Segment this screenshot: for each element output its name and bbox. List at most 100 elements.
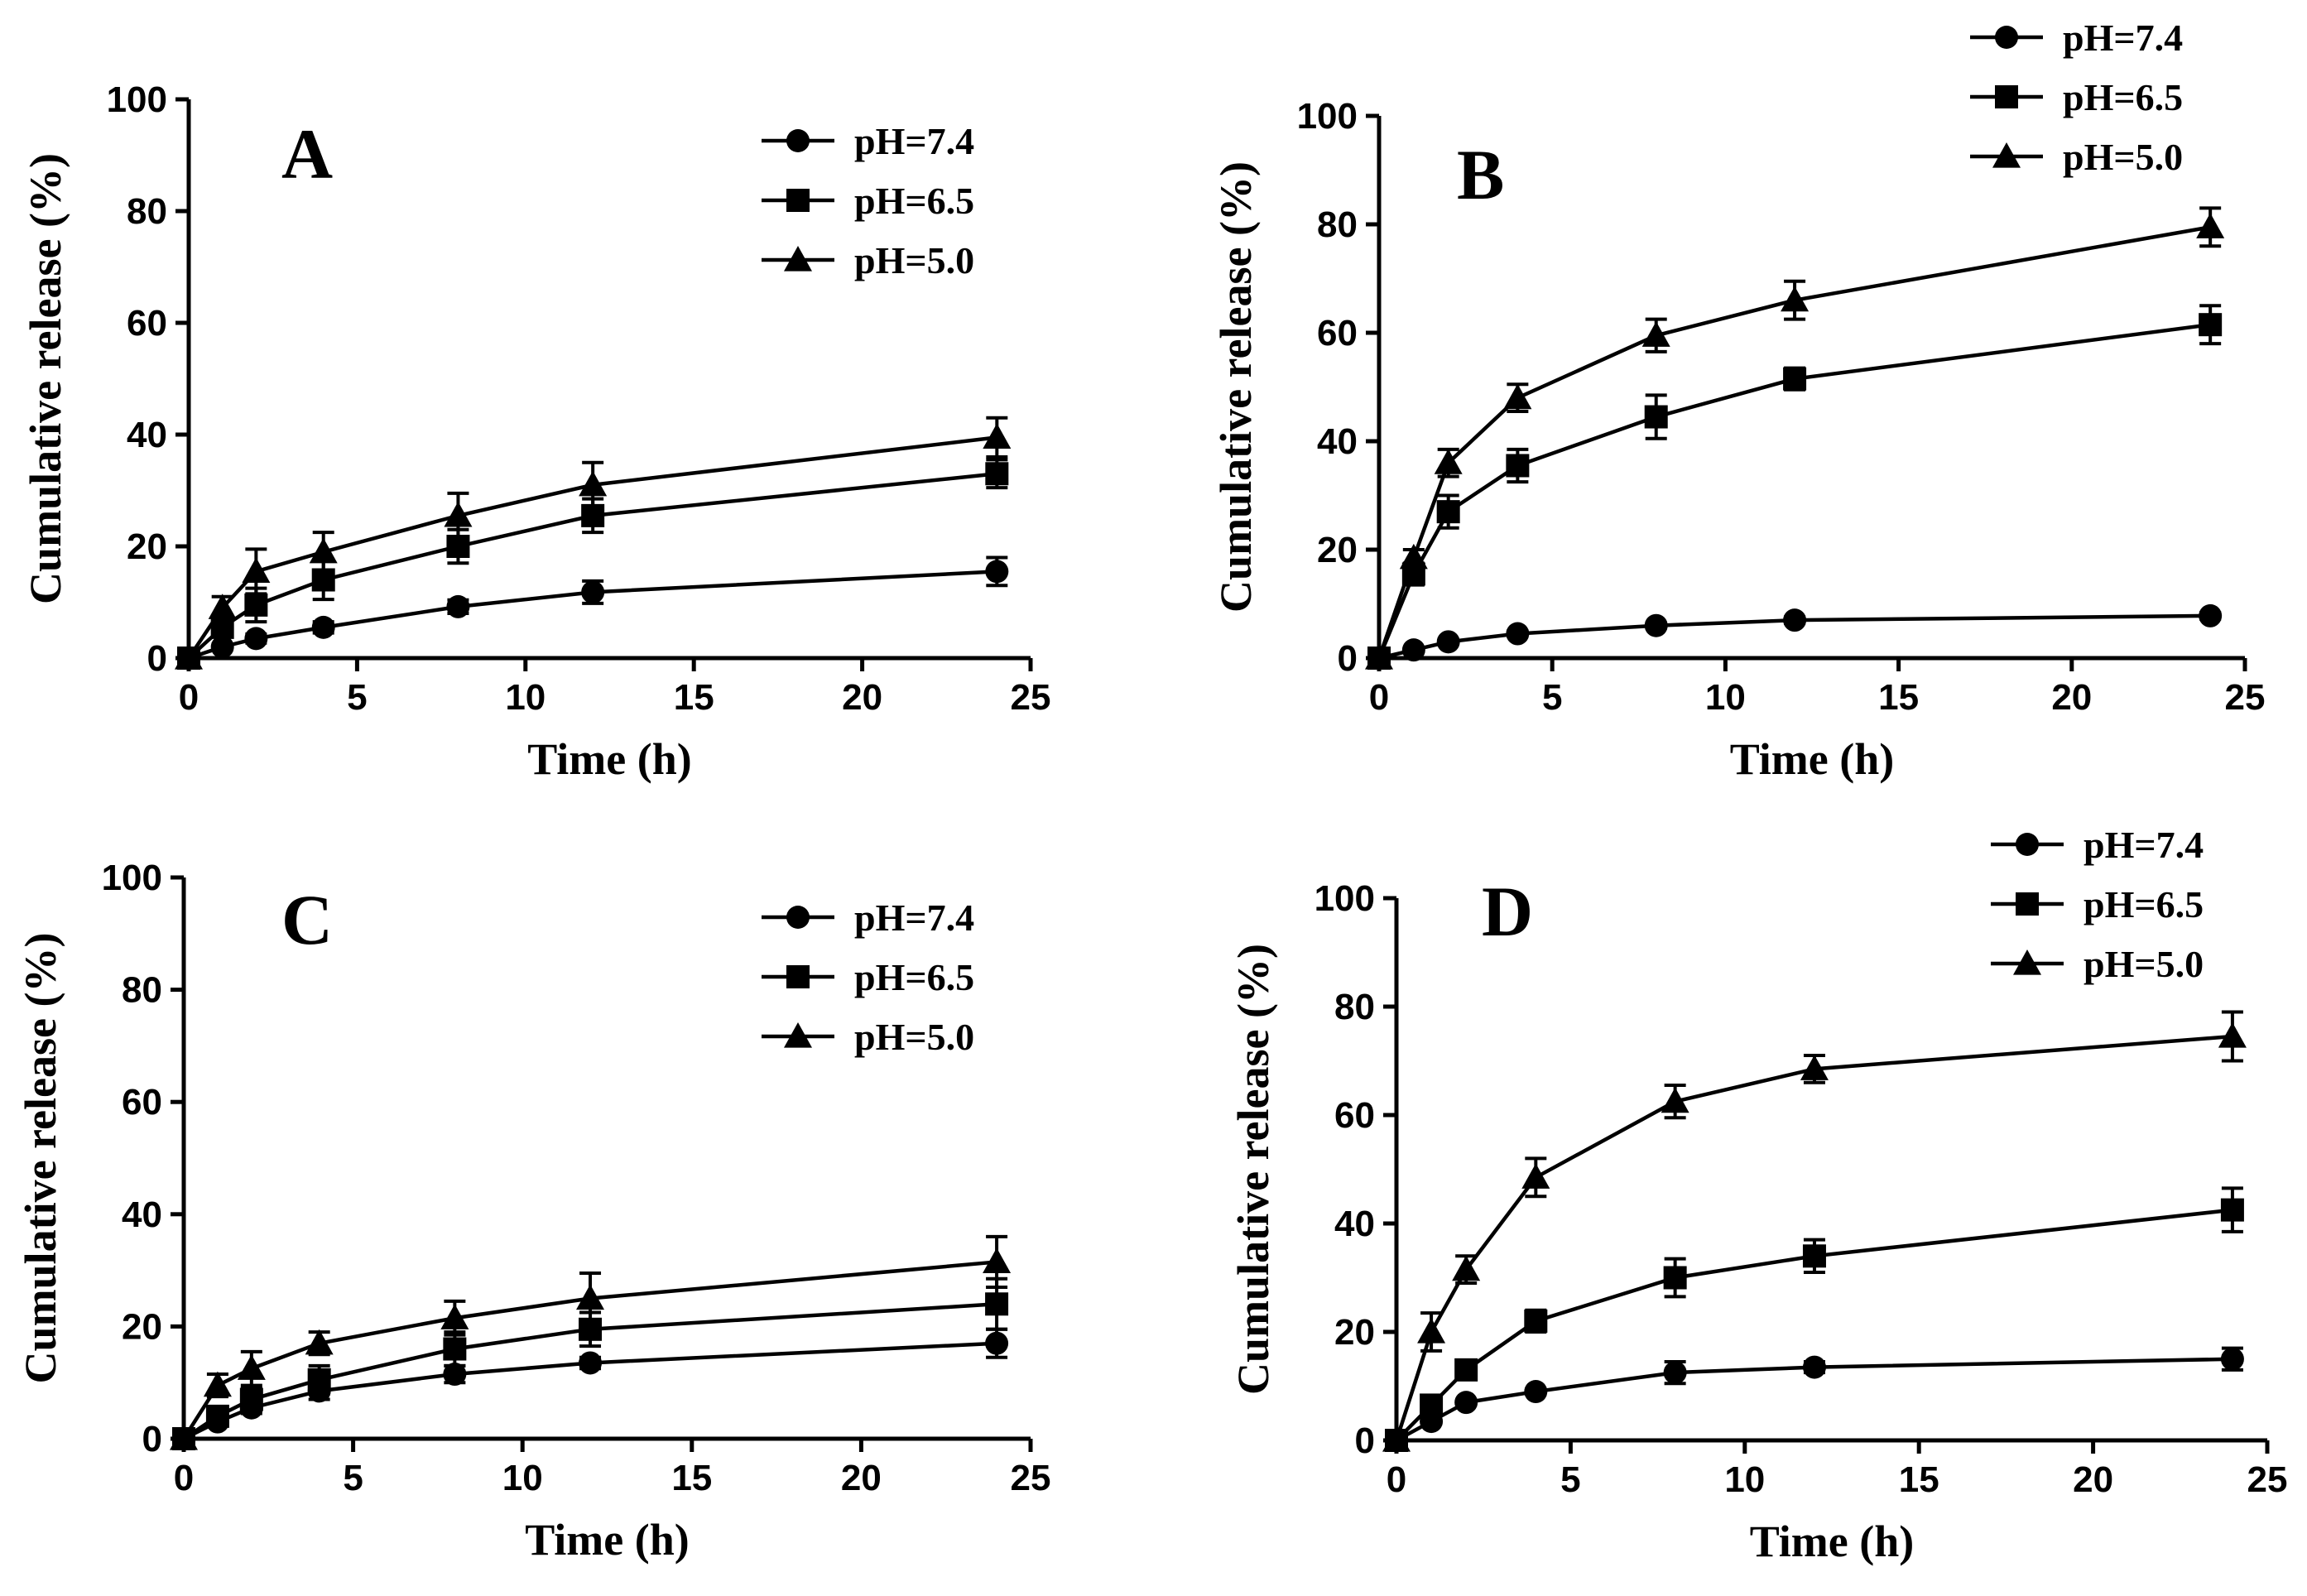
data-point (1802, 1355, 1826, 1379)
series-triangle (170, 1234, 1012, 1450)
y-axis-label: Cumulative release (%) (1228, 944, 1278, 1395)
legend-entry: pH=5.0 (1991, 943, 2204, 985)
data-point (210, 635, 234, 659)
data-point (985, 1292, 1009, 1316)
y-tick-label: 80 (127, 191, 167, 232)
data-point (1783, 608, 1807, 632)
data-point (444, 501, 473, 527)
data-point (1506, 454, 1530, 478)
series-square (1385, 1186, 2244, 1452)
y-tick-label: 20 (1317, 530, 1358, 570)
x-tick-label: 25 (1011, 1458, 1051, 1498)
data-point (1644, 613, 1668, 637)
y-tick-label: 20 (127, 526, 167, 567)
legend-entry: pH=6.5 (1970, 76, 2183, 118)
legend-label: pH=5.0 (854, 239, 974, 281)
y-tick-label: 0 (1355, 1421, 1375, 1461)
series-triangle (175, 416, 1012, 670)
y-tick-label: 100 (1297, 96, 1358, 137)
legend-entry: pH=6.5 (762, 956, 974, 998)
data-point (244, 593, 268, 617)
x-axis-label: Time (h) (525, 1515, 690, 1565)
data-point (985, 462, 1009, 486)
legend-entry: pH=6.5 (1991, 883, 2204, 925)
y-tick-label: 60 (127, 303, 167, 344)
data-point (311, 615, 335, 639)
x-tick-label: 15 (671, 1458, 712, 1498)
data-point (242, 557, 271, 583)
x-tick-label: 15 (1878, 677, 1919, 718)
legend-marker (786, 965, 810, 988)
data-point (237, 1354, 266, 1380)
legend-entry: pH=5.0 (762, 1016, 974, 1058)
legend-label: pH=6.5 (2063, 76, 2183, 118)
data-point (1800, 1055, 1829, 1080)
data-point (1420, 1393, 1444, 1417)
x-tick-label: 20 (842, 677, 882, 718)
x-tick-label: 20 (2051, 677, 2092, 718)
series-circle (1385, 1346, 2244, 1452)
y-tick-label: 0 (142, 1419, 162, 1459)
x-tick-label: 20 (841, 1458, 882, 1498)
panel-letter: C (281, 880, 333, 959)
y-tick-label: 80 (122, 970, 162, 1011)
data-point (1524, 1380, 1548, 1404)
x-axis-label: Time (h) (1730, 734, 1895, 784)
data-point (307, 1368, 331, 1392)
legend-label: pH=5.0 (2084, 943, 2204, 985)
data-point (2220, 1198, 2244, 1222)
y-tick-label: 40 (1317, 421, 1358, 462)
legend-label: pH=7.4 (2084, 824, 2204, 866)
x-axis-label: Time (h) (527, 734, 692, 784)
legend-label: pH=5.0 (854, 1016, 974, 1058)
data-point (170, 1425, 198, 1450)
legend-marker (1995, 26, 2018, 49)
legend-entry: pH=7.4 (762, 897, 974, 939)
data-point (203, 1371, 232, 1397)
y-axis-label: Cumulative release (%) (16, 933, 65, 1384)
x-tick-label: 0 (1387, 1459, 1406, 1500)
x-tick-label: 0 (1369, 677, 1389, 718)
data-point (1663, 1266, 1687, 1290)
data-point (1365, 644, 1393, 670)
data-point (1524, 1309, 1548, 1333)
data-point (2196, 213, 2225, 238)
data-point (1436, 630, 1460, 654)
y-tick-label: 0 (147, 638, 167, 679)
data-point (576, 1284, 605, 1310)
data-point (175, 644, 203, 670)
legend-entry: pH=7.4 (1991, 824, 2204, 866)
x-tick-label: 15 (674, 677, 714, 718)
data-point (208, 594, 237, 619)
x-tick-label: 25 (2225, 677, 2266, 718)
y-tick-label: 20 (122, 1306, 162, 1347)
y-tick-label: 60 (1334, 1095, 1375, 1136)
data-point (581, 580, 605, 604)
legend-marker (786, 129, 810, 152)
x-tick-label: 25 (1011, 677, 1051, 718)
x-tick-label: 20 (2073, 1459, 2113, 1500)
data-point (1454, 1391, 1478, 1415)
legend-label: pH=5.0 (2063, 136, 2183, 178)
data-point (579, 1351, 603, 1375)
y-tick-label: 100 (107, 79, 167, 120)
legend-entry: pH=7.4 (1970, 17, 2183, 59)
y-tick-label: 40 (122, 1195, 162, 1235)
legend-marker (784, 1022, 812, 1048)
x-tick-label: 5 (343, 1458, 363, 1498)
data-point (2199, 313, 2223, 337)
series-triangle (1365, 206, 2225, 670)
x-tick-label: 10 (502, 1458, 543, 1498)
chart-panel-c: 0 20 40 60 80 100 0 5 10 15 20 25 Time (h) Cumulative… (16, 858, 1050, 1565)
legend-label: pH=7.4 (2063, 17, 2183, 59)
panel-letter: B (1457, 135, 1504, 214)
chart-panel-d: 0 20 40 60 80 100 0 5 10 15 20 25 Time (h) Cumulative… (1228, 824, 2287, 1566)
data-point (1401, 638, 1425, 662)
data-point (1781, 286, 1810, 312)
legend-label: pH=7.4 (854, 897, 974, 939)
y-tick-label: 60 (122, 1082, 162, 1122)
x-tick-label: 5 (1542, 677, 1562, 718)
y-tick-label: 0 (1338, 638, 1358, 679)
